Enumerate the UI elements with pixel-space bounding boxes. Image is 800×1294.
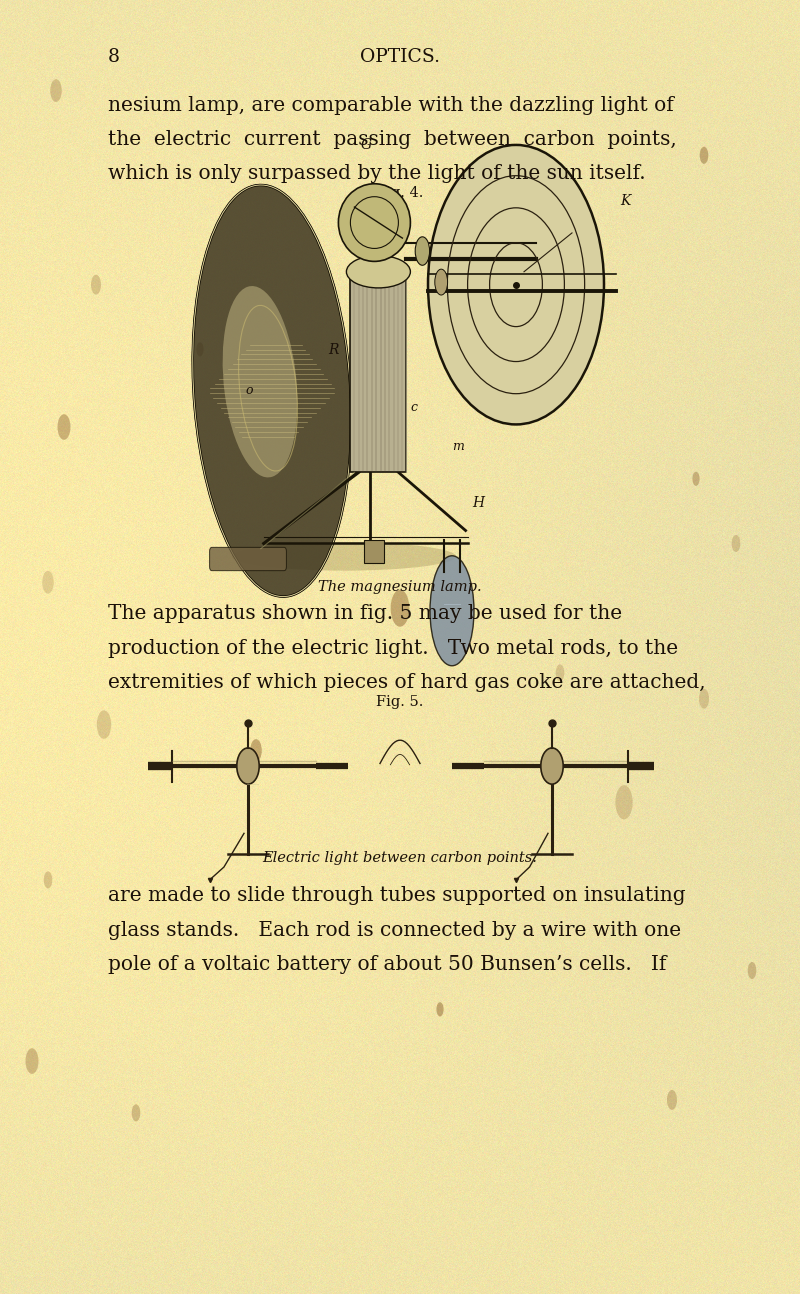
Text: R: R <box>328 343 338 357</box>
Ellipse shape <box>26 1048 38 1074</box>
Ellipse shape <box>692 472 699 485</box>
Ellipse shape <box>437 1002 444 1017</box>
Bar <box>364 540 384 563</box>
Ellipse shape <box>237 748 259 784</box>
Ellipse shape <box>390 590 410 626</box>
Text: Electric light between carbon points.: Electric light between carbon points. <box>262 851 538 866</box>
Bar <box>350 272 406 472</box>
FancyBboxPatch shape <box>210 547 286 571</box>
Text: K: K <box>620 194 630 208</box>
Ellipse shape <box>346 256 410 289</box>
Ellipse shape <box>232 542 456 571</box>
Ellipse shape <box>193 185 351 597</box>
Ellipse shape <box>699 688 709 709</box>
Text: OPTICS.: OPTICS. <box>360 48 440 66</box>
Text: Fig. 4.: Fig. 4. <box>376 186 424 201</box>
Ellipse shape <box>50 79 62 102</box>
Ellipse shape <box>250 739 262 762</box>
Text: H: H <box>472 496 484 510</box>
Text: 8: 8 <box>108 48 120 66</box>
Text: The magnesium lamp.: The magnesium lamp. <box>318 580 482 594</box>
Text: Fig. 5.: Fig. 5. <box>376 695 424 709</box>
Ellipse shape <box>222 286 298 477</box>
Ellipse shape <box>516 340 524 358</box>
Ellipse shape <box>748 961 756 980</box>
Text: the  electric  current  passing  between  carbon  points,: the electric current passing between car… <box>108 129 677 149</box>
Ellipse shape <box>42 571 54 594</box>
Text: m: m <box>452 440 464 453</box>
Ellipse shape <box>97 710 111 739</box>
Ellipse shape <box>132 1104 140 1122</box>
Text: pole of a voltaic battery of about 50 Bunsen’s cells.   If: pole of a voltaic battery of about 50 Bu… <box>108 955 666 974</box>
Ellipse shape <box>430 556 474 665</box>
Text: G: G <box>361 138 372 153</box>
Text: are made to slide through tubes supported on insulating: are made to slide through tubes supporte… <box>108 886 686 906</box>
Ellipse shape <box>58 414 70 440</box>
Ellipse shape <box>338 184 410 261</box>
Ellipse shape <box>415 237 430 265</box>
Ellipse shape <box>428 145 604 424</box>
Ellipse shape <box>667 1090 677 1110</box>
Text: production of the electric light.   Two metal rods, to the: production of the electric light. Two me… <box>108 638 678 657</box>
Text: extremities of which pieces of hard gas coke are attached,: extremities of which pieces of hard gas … <box>108 673 706 692</box>
Ellipse shape <box>732 534 740 553</box>
Ellipse shape <box>44 871 52 889</box>
Text: c: c <box>410 401 418 414</box>
Ellipse shape <box>615 785 633 819</box>
Ellipse shape <box>91 274 101 295</box>
Ellipse shape <box>700 146 708 164</box>
Ellipse shape <box>197 343 204 356</box>
Text: o: o <box>246 384 254 397</box>
Text: The apparatus shown in fig. 5 may be used for the: The apparatus shown in fig. 5 may be use… <box>108 604 622 624</box>
Ellipse shape <box>541 748 563 784</box>
Ellipse shape <box>556 664 564 682</box>
Text: glass stands.   Each rod is connected by a wire with one: glass stands. Each rod is connected by a… <box>108 921 681 939</box>
Text: nesium lamp, are comparable with the dazzling light of: nesium lamp, are comparable with the daz… <box>108 96 674 115</box>
Text: which is only surpassed by the light of the sun itself.: which is only surpassed by the light of … <box>108 164 646 184</box>
Ellipse shape <box>434 269 448 295</box>
